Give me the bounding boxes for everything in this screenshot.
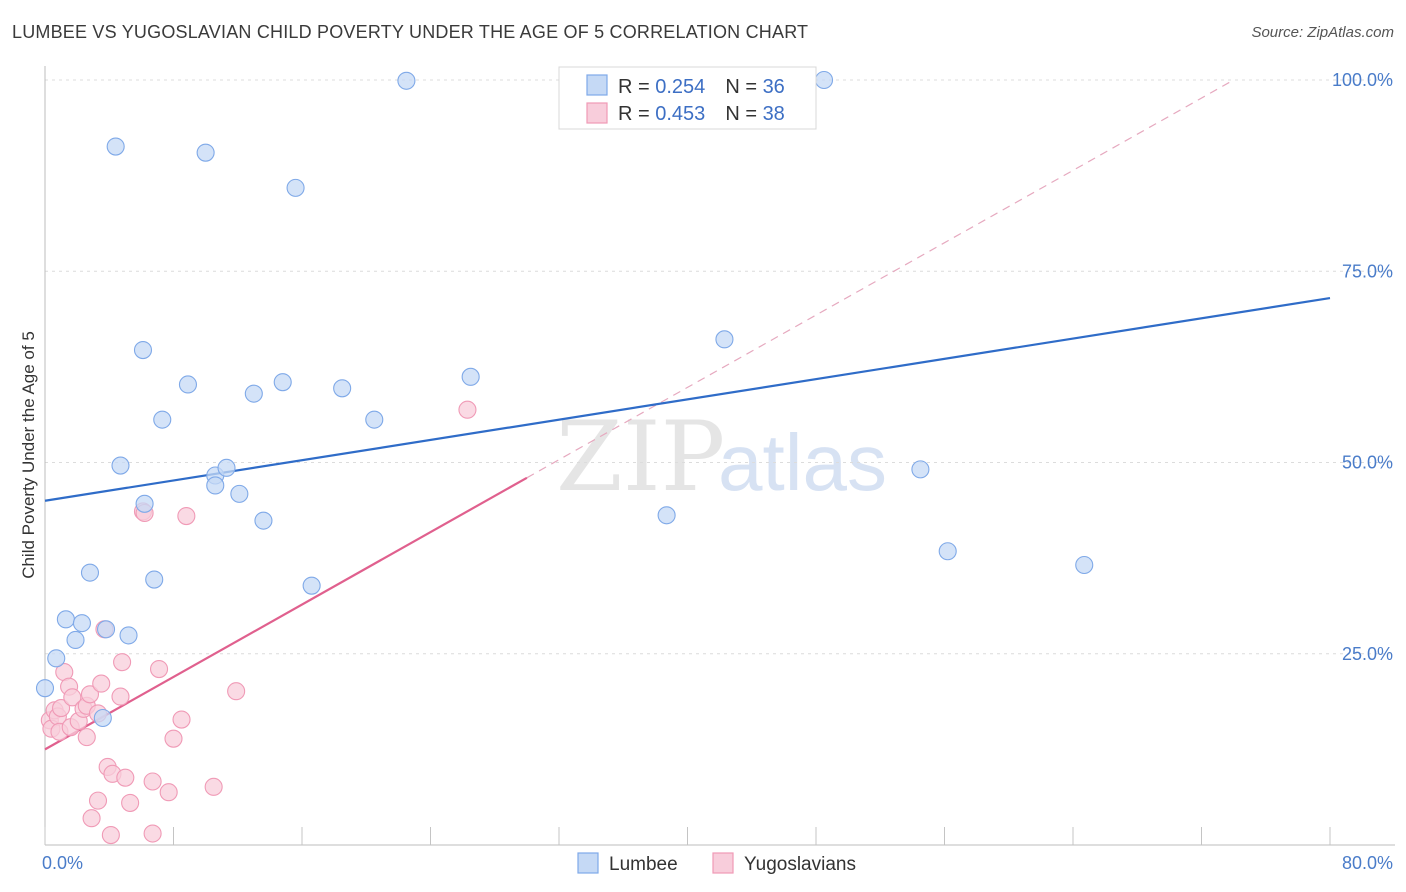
lumbee-point-33 bbox=[911, 460, 930, 479]
lumbee-point-12 bbox=[135, 494, 154, 513]
lumbee-point-20 bbox=[230, 484, 249, 503]
lumbee-series-label: Lumbee bbox=[609, 854, 678, 875]
yugoslavians-series-label: Yugoslavians bbox=[744, 854, 856, 875]
yugoslavians-point-21 bbox=[101, 826, 120, 845]
yugoslavians-point-36 bbox=[204, 777, 223, 796]
yugoslavians-point-37 bbox=[227, 682, 246, 701]
lumbee-point-25 bbox=[302, 576, 321, 595]
yugoslavians-point-24 bbox=[113, 653, 132, 672]
yugoslavians-regression-extension bbox=[526, 79, 1234, 479]
series-legend: Lumbee Yugoslavians bbox=[577, 852, 856, 875]
lumbee-point-23 bbox=[273, 373, 292, 392]
lumbee-point-19 bbox=[217, 458, 236, 477]
yugoslavians-point-25 bbox=[116, 768, 135, 787]
lumbee-point-13 bbox=[145, 570, 164, 589]
lumbee-point-1 bbox=[47, 649, 66, 668]
lumbee-point-9 bbox=[111, 456, 130, 475]
data-points bbox=[35, 70, 1094, 845]
lumbee-point-32 bbox=[814, 70, 834, 90]
lumbee-point-16 bbox=[196, 143, 215, 162]
watermark-zip: ZIP bbox=[556, 401, 725, 513]
yugoslavians-regression-line bbox=[44, 476, 528, 751]
chart-title: LUMBEE VS YUGOSLAVIAN CHILD POVERTY UNDE… bbox=[12, 22, 809, 42]
lumbee-point-30 bbox=[657, 506, 676, 525]
lumbee-point-2 bbox=[56, 610, 75, 629]
lumbee-stats: R = 0.254 N = 36 bbox=[618, 76, 785, 98]
yugoslavians-point-26 bbox=[121, 793, 140, 812]
lumbee-point-24 bbox=[286, 178, 305, 197]
yugoslavians-point-15 bbox=[82, 809, 101, 828]
lumbee-point-6 bbox=[93, 708, 112, 728]
yugoslavians-r-value: 0.453 bbox=[655, 103, 705, 125]
lumbee-n-value: 36 bbox=[763, 76, 785, 98]
yugoslavians-point-9 bbox=[63, 688, 82, 707]
lumbee-legend-swatch bbox=[586, 74, 608, 96]
yugoslavians-series-swatch bbox=[712, 852, 734, 874]
y-tick-label-0: 25.0% bbox=[1342, 644, 1393, 664]
lumbee-r-value: 0.254 bbox=[655, 76, 705, 98]
y-tick-label-1: 50.0% bbox=[1342, 453, 1393, 473]
lumbee-point-3 bbox=[66, 630, 85, 650]
lumbee-point-34 bbox=[938, 542, 957, 561]
watermark: ZIP atlas bbox=[556, 401, 887, 513]
lumbee-point-0 bbox=[35, 679, 55, 698]
lumbee-point-18 bbox=[206, 476, 225, 495]
yugoslavians-point-23 bbox=[111, 687, 130, 706]
lumbee-point-4 bbox=[72, 614, 91, 633]
yugoslavians-point-5 bbox=[52, 699, 71, 718]
y-axis-title: Child Poverty Under the Age of 5 bbox=[19, 331, 38, 579]
lumbee-point-14 bbox=[153, 410, 172, 429]
lumbee-point-8 bbox=[106, 137, 125, 156]
yugoslavians-point-18 bbox=[92, 674, 111, 693]
lumbee-point-21 bbox=[244, 384, 263, 403]
yugoslavians-point-31 bbox=[149, 659, 169, 679]
lumbee-point-15 bbox=[178, 375, 198, 394]
yugoslavians-legend-swatch bbox=[586, 102, 608, 124]
yugoslavians-point-17 bbox=[88, 791, 108, 810]
lumbee-point-28 bbox=[397, 71, 416, 90]
lumbee-point-31 bbox=[715, 330, 734, 349]
yugoslavians-point-33 bbox=[164, 729, 183, 748]
yugoslavians-point-32 bbox=[159, 783, 178, 802]
source-label: Source: ZipAtlas.com bbox=[1251, 24, 1394, 41]
lumbee-point-29 bbox=[461, 367, 480, 386]
lumbee-point-11 bbox=[133, 340, 153, 360]
lumbee-regression-line bbox=[44, 296, 1331, 502]
yugoslavians-n-value: 38 bbox=[763, 103, 785, 125]
x-tick-label-1: 80.0% bbox=[1342, 853, 1393, 873]
lumbee-r-label: R = bbox=[618, 76, 655, 98]
stats-legend: R = 0.254 N = 36 R = 0.453 N = 38 bbox=[558, 66, 817, 130]
yugoslavians-point-38 bbox=[458, 400, 477, 419]
yugoslavians-point-35 bbox=[177, 506, 196, 526]
lumbee-point-26 bbox=[333, 379, 352, 398]
tick-labels: 25.0% 50.0% 75.0% 100.0% 0.0% 80.0% bbox=[42, 70, 1393, 873]
yugoslavians-point-14 bbox=[80, 685, 100, 704]
x-tick-label-0: 0.0% bbox=[42, 853, 83, 873]
yugoslavians-point-30 bbox=[143, 772, 162, 791]
lumbee-point-7 bbox=[96, 620, 116, 639]
lumbee-point-35 bbox=[1075, 555, 1094, 575]
lumbee-point-22 bbox=[254, 511, 273, 530]
y-tick-label-3: 100.0% bbox=[1332, 70, 1393, 90]
yugoslavians-point-34 bbox=[172, 710, 191, 729]
gridlines bbox=[45, 79, 1395, 655]
yugoslavians-n-label: N = bbox=[725, 103, 762, 125]
yugoslavians-point-29 bbox=[143, 824, 162, 843]
yugoslavians-point-13 bbox=[77, 728, 96, 747]
lumbee-series-swatch bbox=[577, 852, 599, 874]
lumbee-point-27 bbox=[365, 410, 384, 429]
yugoslavians-stats: R = 0.453 N = 38 bbox=[618, 103, 785, 125]
lumbee-point-10 bbox=[119, 626, 138, 645]
y-tick-label-2: 75.0% bbox=[1342, 261, 1393, 281]
lumbee-point-5 bbox=[80, 563, 100, 582]
lumbee-n-label: N = bbox=[725, 76, 762, 98]
yugoslavians-r-label: R = bbox=[618, 103, 655, 125]
